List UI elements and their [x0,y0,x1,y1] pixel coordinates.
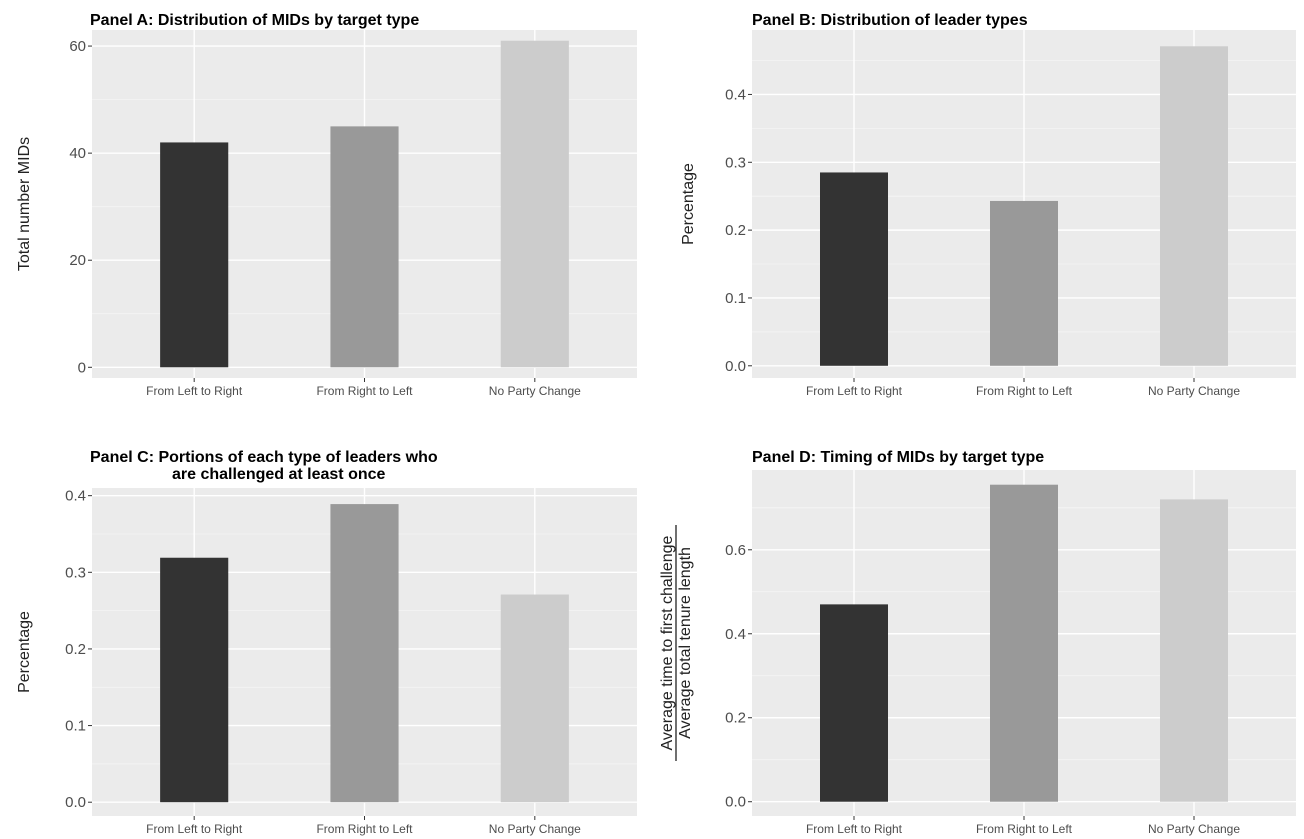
y-tick-label: 0.1 [65,718,86,735]
x-tick-label: No Party Change [1148,384,1240,398]
x-tick-label: No Party Change [489,822,581,836]
x-tick-label: From Left to Right [146,822,243,836]
panel-a: 0 20 40 60 From Left to Right From Right to L… [16,12,637,398]
y-label-numerator: Average time to first challenge [659,535,676,750]
y-axis-label: Percentage [680,163,697,245]
x-tick-label: No Party Change [489,384,581,398]
y-tick-label: 40 [69,145,86,162]
y-tick-label: 60 [69,38,86,55]
bar-1 [160,142,229,368]
y-tick-label: 0.6 [725,542,746,559]
y-tick-label: 0.3 [65,564,86,581]
y-tick-label: 20 [69,252,86,269]
bar-3 [1160,499,1228,802]
bar-1 [820,172,888,366]
y-tick-label: 0.4 [725,626,746,643]
y-tick-label: 0.2 [725,710,746,727]
bar-2 [990,484,1058,802]
y-tick-label: 0.1 [725,290,746,307]
y-tick-label: 0.0 [65,794,86,811]
panel-title: Panel B: Distribution of leader types [752,12,1028,29]
bar-1 [160,557,229,803]
y-label-denominator: Average total tenure length [677,547,694,739]
panel-title: Panel C: Portions of each type of leader… [90,449,438,466]
y-axis-label: Percentage [16,611,33,693]
y-tick-label: 0.0 [725,358,746,375]
panel-title: Panel A: Distribution of MIDs by target … [90,12,419,29]
y-tick-label: 0.2 [65,641,86,658]
panel-title: are challenged at least once [172,466,386,483]
y-axis-label: Average time to first challenge Average t… [659,525,694,761]
bar-2 [330,126,399,368]
x-tick-label: From Right to Left [316,822,413,836]
panel-d: 0.0 0.2 0.4 0.6 From Left to Right From Right… [659,449,1296,836]
x-tick-label: From Right to Left [976,384,1073,398]
bar-2 [990,200,1058,366]
y-tick-label: 0.4 [65,488,86,505]
bar-3 [500,594,569,803]
y-tick-label: 0 [78,359,86,376]
x-tick-label: From Left to Right [806,384,903,398]
bar-2 [330,504,399,803]
y-tick-label: 0.0 [725,794,746,811]
x-tick-label: From Left to Right [146,384,243,398]
x-tick-label: From Right to Left [316,384,413,398]
bar-3 [1160,46,1228,366]
y-axis-label: Total number MIDs [16,137,33,271]
x-tick-label: From Left to Right [806,822,903,836]
panel-c: 0.0 0.1 0.2 0.3 0.4 From Left to Right From Ri… [16,449,637,836]
x-tick-label: From Right to Left [976,822,1073,836]
panel-b: 0.0 0.1 0.2 0.3 0.4 From Left to Right From Ri… [680,12,1296,398]
y-tick-label: 0.2 [725,222,746,239]
x-tick-label: No Party Change [1148,822,1240,836]
bar-1 [820,604,888,802]
y-tick-label: 0.4 [725,86,746,103]
panel-title: Panel D: Timing of MIDs by target type [752,449,1044,466]
y-tick-label: 0.3 [725,154,746,171]
bar-3 [500,40,569,368]
